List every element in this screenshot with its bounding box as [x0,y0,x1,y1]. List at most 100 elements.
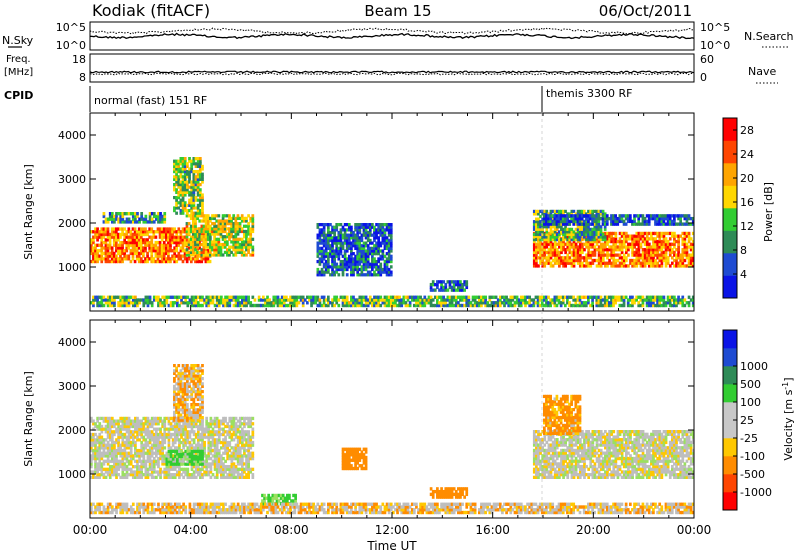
velocity-colorbar-seg-8 [723,348,737,367]
xtick-1: 04:00 [173,523,208,537]
noise-tick-right-top: 10^5 [700,21,730,34]
power-region-3 [173,157,204,215]
power-colorbar: 4 8 12 16 20 24 28 [722,117,754,299]
velocity-colorbar-seg-9 [723,330,737,349]
beam-label: Beam 15 [364,2,431,20]
noise-left-label: N.Sky [2,34,34,47]
power-colorbar-tick-2: 12 [740,220,754,233]
velocity-colorbar-seg-5 [723,402,737,421]
velocity-region-2 [173,364,204,422]
power-colorbar-tick-1: 8 [740,244,747,257]
freq-tick-left-bottom: 8 [79,71,86,84]
noise-search-line [89,27,695,35]
x-axis-label: Time UT [366,539,417,553]
velocity-colorbar: -1000 -500 -100 -25 25 100 500 1000 [722,329,772,511]
velocity-colorbar-seg-7 [723,366,737,385]
power-region-2 [102,212,167,224]
power-region-9 [90,295,694,308]
velocity-colorbar-seg-0 [723,492,737,511]
noise-tick-left-bottom: 10^0 [56,39,86,52]
velocity-colorbar-tick-7: 1000 [740,360,768,373]
velocity-region-6 [532,430,694,479]
freq-tick-right-top: 60 [700,53,714,66]
velocity-colorbar-tick-0: -1000 [740,486,772,499]
power-colorbar-seg-2 [723,230,737,254]
velocity-colorbar-label: Velocity [m s-1] [781,377,796,460]
power-colorbar-tick-5: 24 [740,148,754,161]
velocity-ytick-1: 2000 [58,424,86,437]
power-colorbar-seg-5 [723,163,737,186]
freq-traces [89,70,695,76]
power-region-6 [543,214,694,226]
power-region-7 [316,223,393,277]
xtick-4: 16:00 [475,523,510,537]
power-region-4 [532,231,694,268]
velocity-colorbar-seg-2 [723,456,737,475]
velocity-axes: 1000 2000 3000 4000 00:00 04:00 08:00 12:00 16:0… [58,320,711,537]
velocity-colorbar-seg-6 [723,384,737,403]
velocity-region-0 [90,416,255,479]
power-region-8 [429,280,469,292]
velocity-colorbar-seg-4 [723,420,737,439]
plot-title: Kodiak (fitACF) [92,1,210,20]
velocity-region-7 [543,394,582,435]
power-region-1 [185,214,255,257]
nave-line [89,72,695,76]
velocity-colorbar-seg-1 [723,474,737,493]
velocity-ytick-3: 4000 [58,336,86,349]
velocity-region-1 [165,449,204,466]
velocity-colorbar-seg-3 [723,438,737,457]
freq-right-label: Nave [748,65,776,78]
xtick-2: 08:00 [274,523,309,537]
noise-traces [89,27,695,40]
velocity-colorbar-tick-5: 100 [740,396,761,409]
freq-label-2: [MHz] [4,67,33,78]
freq-tick-right-bottom: 0 [700,71,707,84]
noise-right-label: N.Search [744,30,794,43]
noise-tick-right-bottom: 10^0 [700,39,730,52]
power-colorbar-tick-3: 16 [740,196,754,209]
freq-line [89,70,695,74]
velocity-ylabel: Slant Range [km] [22,371,35,467]
velocity-colorbar-tick-2: -100 [740,450,765,463]
velocity-colorbar-tick-6: 500 [740,378,761,391]
velocity-colorbar-tick-3: -25 [740,432,758,445]
power-colorbar-seg-7 [723,118,737,141]
velocity-region-8 [90,502,694,515]
power-ylabel: Slant Range [km] [22,164,35,260]
velocity-colorbar-tick-4: 25 [740,414,754,427]
noise-panel [89,21,695,51]
freq-tick-left-top: 18 [72,53,86,66]
velocity-region-4 [429,487,469,499]
power-heatmap [90,157,694,308]
cpid-mode-1: normal (fast) 151 RF [94,94,207,107]
power-colorbar-seg-6 [723,140,737,164]
noise-sky-line [89,32,695,40]
power-axes: 1000 2000 3000 4000 [58,113,695,311]
power-colorbar-tick-0: 4 [740,268,747,281]
power-colorbar-seg-0 [723,275,737,299]
freq-panel [89,53,695,83]
power-colorbar-label: Power [dB] [762,182,775,242]
velocity-ytick-2: 3000 [58,380,86,393]
power-colorbar-tick-6: 28 [740,124,754,137]
velocity-region-3 [341,447,368,471]
power-colorbar-seg-3 [723,208,737,231]
power-colorbar-tick-4: 20 [740,172,754,185]
power-ytick-1: 2000 [58,217,86,230]
date-label: 06/Oct/2011 [599,2,692,20]
velocity-colorbar-tick-1: -500 [740,468,765,481]
xtick-5: 20:00 [576,523,611,537]
freq-label-1: Freq. [6,54,31,65]
power-ytick-3: 4000 [58,129,86,142]
velocity-ytick-0: 1000 [58,468,86,481]
noise-tick-left-top: 10^5 [56,21,86,34]
xtick-6: 00:00 [677,523,712,537]
velocity-heatmap [90,364,694,515]
power-colorbar-seg-4 [723,185,737,209]
cpid-label: CPID [4,89,33,102]
power-ytick-0: 1000 [58,261,86,274]
cpid-mode-2: themis 3300 RF [546,87,633,100]
xtick-0: 00:00 [73,523,108,537]
